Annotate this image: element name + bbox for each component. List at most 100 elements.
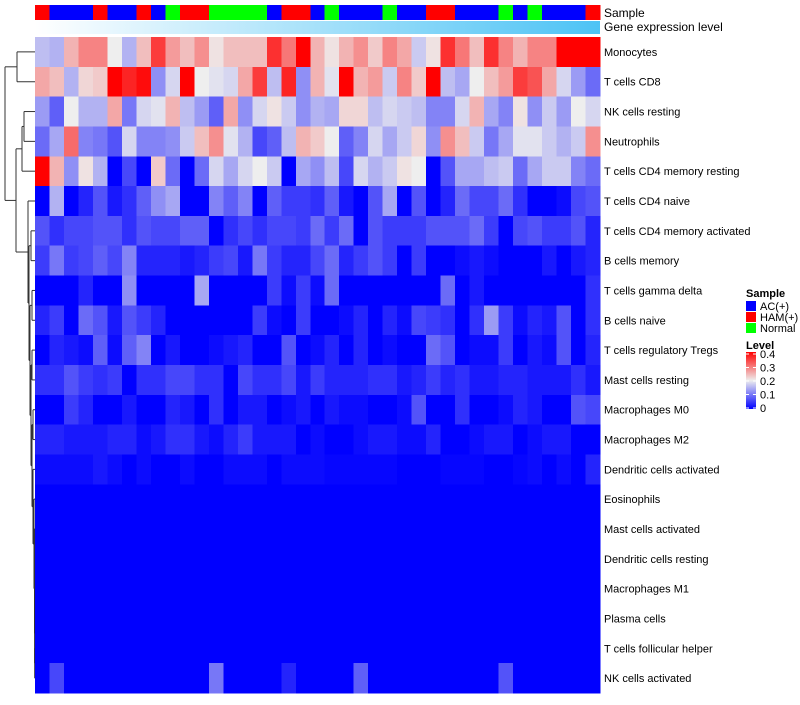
heatmap-cell xyxy=(542,245,558,277)
heatmap-cell xyxy=(150,96,166,127)
heatmap-cell xyxy=(121,603,137,634)
heatmap-cell xyxy=(310,484,326,515)
heatmap-cell xyxy=(440,37,456,68)
heatmap-cell xyxy=(121,156,137,187)
heatmap-cell xyxy=(368,186,384,217)
heatmap-cell xyxy=(353,335,369,366)
heatmap-cell xyxy=(281,454,297,485)
heatmap-cell xyxy=(542,126,558,157)
heatmap-cell xyxy=(498,96,514,127)
heatmap-cell xyxy=(498,633,514,664)
heatmap-cell xyxy=(179,454,195,485)
heatmap-cell xyxy=(353,573,369,605)
heatmap-cell xyxy=(63,424,79,455)
heatmap-cell xyxy=(324,484,340,515)
heatmap-cell xyxy=(339,215,355,247)
heatmap-cell xyxy=(281,66,297,98)
heatmap-cell xyxy=(121,633,137,664)
row-label: T cells CD4 naive xyxy=(604,196,690,208)
row-label: T cells CD8 xyxy=(604,77,661,89)
heatmap-cell xyxy=(484,633,500,664)
heatmap-cell xyxy=(252,186,268,217)
row-label: T cells gamma delta xyxy=(604,285,703,297)
heatmap-cell xyxy=(266,454,282,485)
heatmap-cell xyxy=(556,215,572,247)
heatmap-cell xyxy=(237,514,253,545)
heatmap-cell xyxy=(353,394,369,426)
heatmap-cell xyxy=(194,215,210,247)
heatmap-cell xyxy=(208,663,224,694)
heatmap-cell xyxy=(150,424,166,455)
heatmap-cell xyxy=(208,245,224,277)
heatmap-cell xyxy=(78,543,94,575)
heatmap-cell xyxy=(426,514,442,545)
heatmap-cell xyxy=(324,603,340,634)
heatmap-cell xyxy=(571,305,587,336)
heatmap-cell xyxy=(295,37,311,68)
heatmap-cell xyxy=(339,573,355,605)
heatmap-cell xyxy=(585,514,601,545)
heatmap-cell xyxy=(136,543,152,575)
heatmap-cell xyxy=(208,543,224,575)
heatmap-cell xyxy=(571,275,587,306)
sample-annotation-cell xyxy=(542,5,558,20)
heatmap-cell xyxy=(556,156,572,187)
heatmap-cell xyxy=(397,305,413,336)
sample-annotation-cell xyxy=(92,5,108,20)
heatmap-cell xyxy=(194,335,210,366)
heatmap-cell xyxy=(440,633,456,664)
heatmap-cell xyxy=(252,275,268,306)
heatmap-cell xyxy=(513,215,529,247)
heatmap-cell xyxy=(136,394,152,426)
heatmap-cell xyxy=(542,603,558,634)
heatmap-cell xyxy=(411,245,427,277)
heatmap-cell xyxy=(469,603,485,634)
heatmap-cell xyxy=(484,335,500,366)
heatmap-cell xyxy=(368,96,384,127)
heatmap-cell xyxy=(571,663,587,694)
heatmap-cell xyxy=(571,37,587,68)
heatmap-cell xyxy=(498,663,514,694)
heatmap-cell xyxy=(310,335,326,366)
heatmap-cell xyxy=(295,543,311,575)
sample-annotation-cell xyxy=(35,5,50,20)
heatmap-cell xyxy=(49,305,65,336)
sample-annotation-cell xyxy=(484,5,500,20)
heatmap-cell xyxy=(368,454,384,485)
heatmap-cell xyxy=(252,633,268,664)
heatmap-cell xyxy=(35,96,50,127)
heatmap-cell xyxy=(353,126,369,157)
heatmap-cell xyxy=(542,305,558,336)
heatmap-cell xyxy=(252,394,268,426)
heatmap-cell xyxy=(266,96,282,127)
heatmap-cell xyxy=(194,603,210,634)
heatmap-cell xyxy=(571,424,587,455)
heatmap-cell xyxy=(92,37,108,68)
heatmap-cell xyxy=(527,215,543,247)
heatmap-cell xyxy=(179,156,195,187)
heatmap-cell xyxy=(339,484,355,515)
row-label: Mast cells activated xyxy=(604,524,700,536)
heatmap-cell xyxy=(136,186,152,217)
heatmap-cell xyxy=(469,215,485,247)
heatmap-cell xyxy=(585,365,601,396)
heatmap-cell xyxy=(150,305,166,336)
heatmap-cell xyxy=(411,603,427,634)
heatmap-cell xyxy=(107,37,123,68)
heatmap-cell xyxy=(179,543,195,575)
heatmap-cell xyxy=(266,424,282,455)
heatmap-cell xyxy=(165,603,181,634)
heatmap-cell xyxy=(426,66,442,98)
heatmap-cell xyxy=(411,37,427,68)
heatmap-cell xyxy=(136,305,152,336)
heatmap-cell xyxy=(513,633,529,664)
heatmap-cell xyxy=(121,126,137,157)
heatmap-cell xyxy=(281,424,297,455)
heatmap-cell xyxy=(78,365,94,396)
heatmap-cell xyxy=(542,156,558,187)
heatmap-cell xyxy=(179,66,195,98)
heatmap-cell xyxy=(107,186,123,217)
heatmap-cell xyxy=(266,543,282,575)
heatmap-cell xyxy=(469,305,485,336)
heatmap-cell xyxy=(136,633,152,664)
